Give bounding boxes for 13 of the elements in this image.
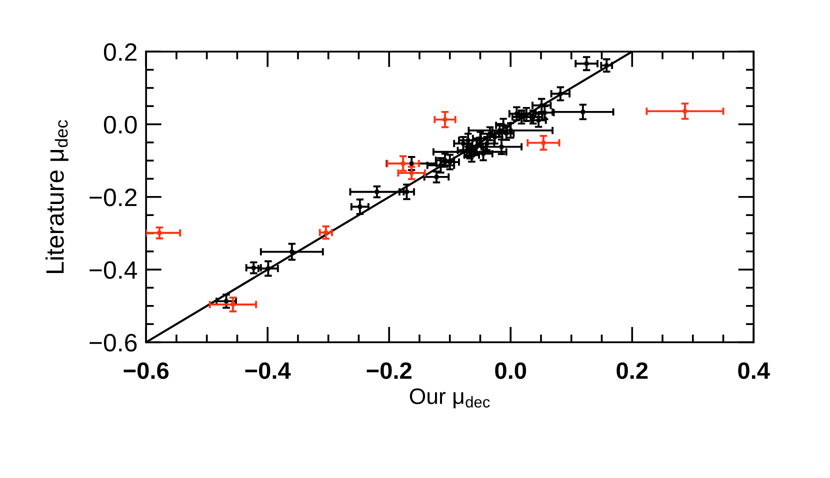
x-tick-label: 0.4 — [738, 362, 770, 380]
y-tick-label: 0.0 — [104, 116, 137, 134]
y-tick-label: −0.6 — [90, 334, 137, 352]
y-tick-label: 0.2 — [104, 43, 136, 61]
x-tick-label: −0.4 — [245, 362, 291, 380]
y-tick-label: −0.4 — [90, 261, 138, 279]
y-tick-label: −0.2 — [90, 188, 136, 206]
x-tick-label: −0.2 — [366, 362, 412, 380]
x-axis-title: Our μ$_{dec}$ — [410, 388, 490, 408]
x-tick-label: 0.0 — [495, 362, 526, 380]
y-axis-title: Literature μ$_{dec}$ — [46, 120, 68, 274]
x-tick-label: 0.2 — [616, 362, 648, 380]
x-tick-label: −0.6 — [124, 362, 169, 380]
